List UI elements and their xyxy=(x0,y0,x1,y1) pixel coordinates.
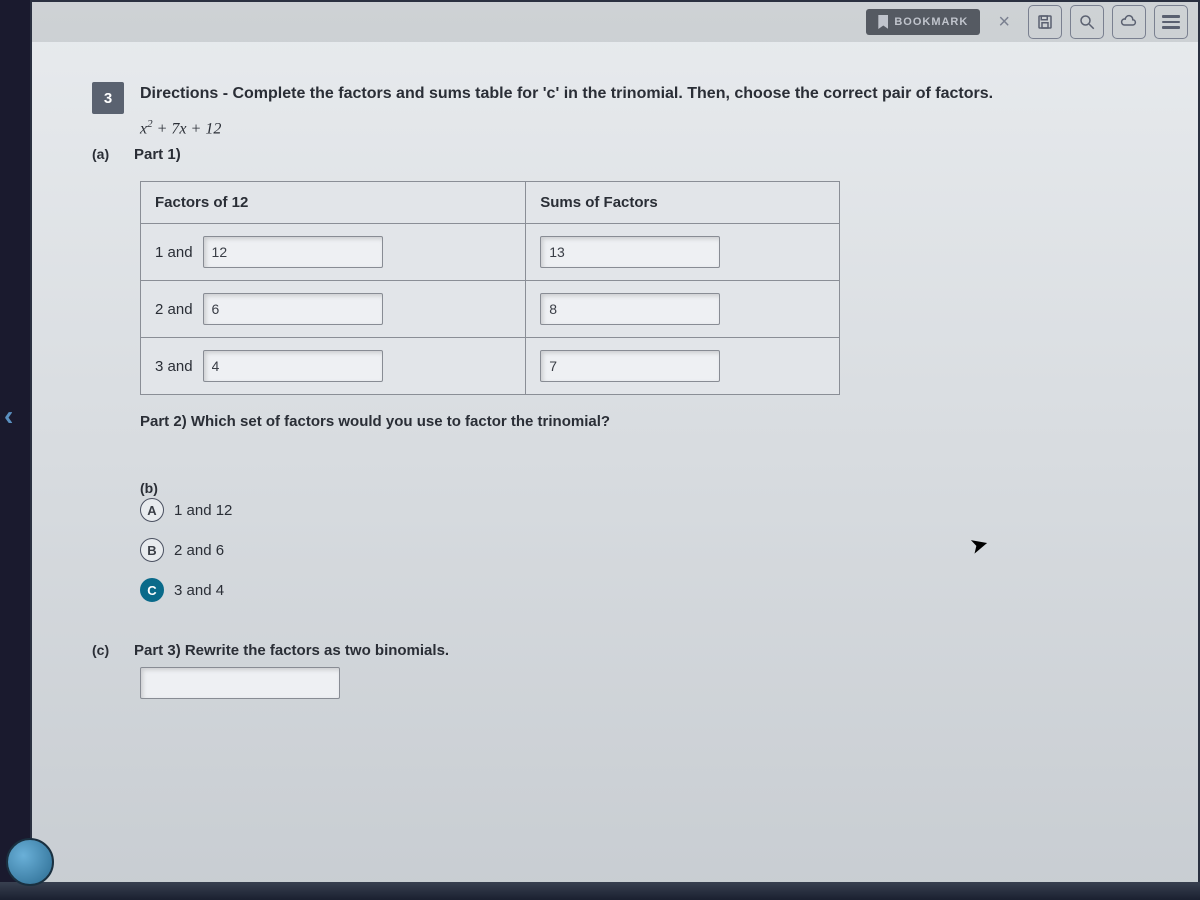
choice-text: 1 and 12 xyxy=(174,502,232,519)
toolbar: BOOKMARK × xyxy=(32,2,1198,42)
bookmark-button[interactable]: BOOKMARK xyxy=(866,9,980,35)
app-window: BOOKMARK × 3 Directions - Complete the f… xyxy=(30,0,1200,900)
menu-icon[interactable] xyxy=(1154,5,1188,39)
os-orb[interactable] xyxy=(6,838,54,886)
part-a-title: Part 1) xyxy=(134,146,181,163)
close-icon[interactable]: × xyxy=(988,11,1020,34)
factors-table: Factors of 12 Sums of Factors 1 and 2 an… xyxy=(140,181,840,395)
table-row: 3 and xyxy=(141,338,840,395)
save-icon[interactable] xyxy=(1028,5,1062,39)
factor-input-2[interactable] xyxy=(203,293,383,325)
choice-letter: B xyxy=(140,538,164,562)
factor-prefix: 2 and xyxy=(155,301,193,318)
prev-chevron[interactable]: ‹ xyxy=(4,400,13,432)
search-icon[interactable] xyxy=(1070,5,1104,39)
factor-prefix: 3 and xyxy=(155,358,193,375)
choice-letter: A xyxy=(140,498,164,522)
table-row: 2 and xyxy=(141,281,840,338)
sum-input-3[interactable] xyxy=(540,350,720,382)
binomial-input[interactable] xyxy=(140,667,340,699)
directions-text: Directions - Complete the factors and su… xyxy=(140,82,1138,106)
bookmark-label: BOOKMARK xyxy=(894,16,968,28)
equation: x2 + 7x + 12 xyxy=(140,118,1138,138)
choice-letter: C xyxy=(140,578,164,602)
part2-prompt: Part 2) Which set of factors would you u… xyxy=(140,413,1138,430)
sum-input-2[interactable] xyxy=(540,293,720,325)
choice-c[interactable]: C 3 and 4 xyxy=(140,578,1138,602)
question-number-badge: 3 xyxy=(92,82,124,114)
factor-prefix: 1 and xyxy=(155,244,193,261)
choice-text: 2 and 6 xyxy=(174,542,224,559)
cloud-icon[interactable] xyxy=(1112,5,1146,39)
taskbar xyxy=(0,882,1200,900)
part3-prompt: Part 3) Rewrite the factors as two binom… xyxy=(134,642,449,659)
sum-input-1[interactable] xyxy=(540,236,720,268)
factor-input-3[interactable] xyxy=(203,350,383,382)
part-a-label: (a) xyxy=(92,146,122,162)
col-sums-header: Sums of Factors xyxy=(526,182,840,224)
part-b-label: (b) xyxy=(140,480,170,496)
bookmark-icon xyxy=(878,15,888,29)
factor-input-1[interactable] xyxy=(203,236,383,268)
choice-a[interactable]: A 1 and 12 xyxy=(140,498,1138,522)
question-content: 3 Directions - Complete the factors and … xyxy=(32,42,1198,719)
part-c-label: (c) xyxy=(92,642,122,658)
choice-text: 3 and 4 xyxy=(174,582,224,599)
table-row: 1 and xyxy=(141,224,840,281)
col-factors-header: Factors of 12 xyxy=(141,182,526,224)
